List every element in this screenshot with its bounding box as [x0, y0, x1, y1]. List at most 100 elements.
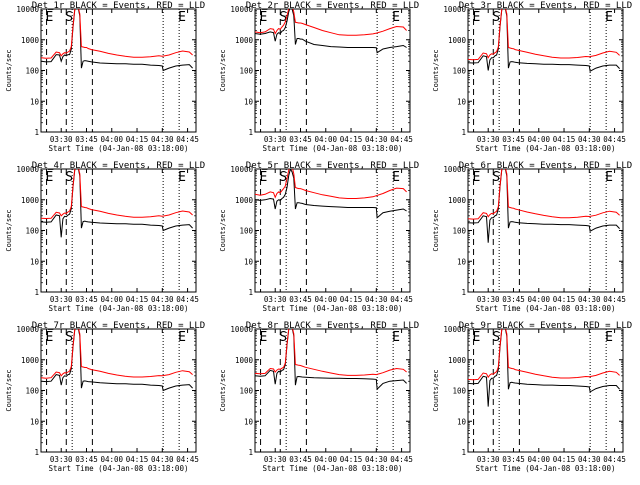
- x-tick-label: 03:45: [75, 295, 98, 304]
- y-tick-label: 10: [457, 257, 467, 266]
- y-tick-label: 10000: [16, 5, 39, 14]
- x-tick-label: 03:45: [289, 135, 312, 144]
- plot-frame: [40, 328, 197, 453]
- plot-frame: [40, 168, 197, 293]
- y-tick-label: 1000: [235, 196, 254, 205]
- plot-frame: [254, 168, 411, 293]
- attenuator-marker-label: E: [260, 170, 268, 185]
- lld-series-line: [468, 9, 620, 61]
- detector-panel-6: Det_6r BLACK = Events, RED = LLD 1 10 100 10…: [432, 161, 632, 313]
- attenuator-marker-label: E: [605, 330, 613, 345]
- plot-title: Det_6r BLACK = Events, RED = LLD: [459, 161, 632, 171]
- x-axis-label: Start Time (04-Jan-08 03:18:00): [476, 304, 616, 313]
- lld-series-line: [255, 9, 407, 36]
- x-tick-label: 04:30: [578, 455, 601, 464]
- detector-panel-1: Det_1r BLACK = Events, RED = LLD 1 10 100 10…: [5, 1, 205, 153]
- x-axis-label: Start Time (04-Jan-08 03:18:00): [476, 144, 616, 153]
- y-axis-label: Counts/sec: [432, 209, 440, 251]
- attenuator-marker-label: S: [279, 170, 287, 185]
- x-tick-label: 04:00: [100, 295, 123, 304]
- attenuator-marker-label: S: [492, 330, 500, 345]
- x-tick-label: 04:30: [151, 295, 174, 304]
- x-tick-label: 04:15: [340, 295, 363, 304]
- x-tick-label: 04:00: [100, 455, 123, 464]
- y-tick-label: 10: [457, 417, 467, 426]
- attenuator-marker-label: S: [65, 170, 73, 185]
- lld-series-line: [468, 169, 620, 220]
- plot-frame: [254, 8, 411, 133]
- x-tick-label: 04:30: [365, 295, 388, 304]
- y-tick-label: 10000: [16, 165, 39, 174]
- attenuator-marker-label: S: [492, 170, 500, 185]
- y-axis-label: Counts/sec: [432, 369, 440, 411]
- x-axis-label: Start Time (04-Jan-08 03:18:00): [49, 464, 189, 473]
- x-tick-label: 03:30: [264, 455, 287, 464]
- x-axis-label: Start Time (04-Jan-08 03:18:00): [263, 304, 403, 313]
- x-tick-label: 04:15: [126, 135, 149, 144]
- detector-panel-3: Det_3r BLACK = Events, RED = LLD 1 10 100 10…: [432, 1, 632, 153]
- x-tick-label: 04:00: [100, 135, 123, 144]
- events-series-line: [255, 329, 407, 391]
- y-tick-label: 10000: [16, 325, 39, 334]
- lld-series-line: [468, 329, 620, 381]
- attenuator-marker-label: E: [46, 330, 54, 345]
- y-tick-label: 100: [452, 67, 466, 76]
- y-tick-label: 1000: [235, 36, 254, 45]
- x-tick-label: 04:00: [527, 455, 550, 464]
- y-tick-label: 1: [461, 128, 466, 137]
- y-tick-label: 10: [244, 257, 254, 266]
- plot-title: Det_7r BLACK = Events, RED = LLD: [32, 321, 205, 331]
- x-axis-label: Start Time (04-Jan-08 03:18:00): [49, 304, 189, 313]
- x-tick-label: 04:30: [578, 295, 601, 304]
- x-tick-label: 04:30: [365, 455, 388, 464]
- y-axis-label: Counts/sec: [5, 49, 13, 91]
- attenuator-marker-label: S: [279, 10, 287, 25]
- x-tick-label: 03:30: [264, 295, 287, 304]
- x-tick-label: 03:30: [477, 455, 500, 464]
- events-series-line: [41, 169, 193, 238]
- y-tick-label: 10000: [230, 165, 253, 174]
- y-axis-label: Counts/sec: [5, 209, 13, 251]
- x-tick-label: 04:00: [314, 295, 337, 304]
- y-tick-label: 1: [461, 448, 466, 457]
- attenuator-marker-label: E: [178, 10, 186, 25]
- y-tick-label: 100: [239, 227, 253, 236]
- attenuator-marker-label: S: [65, 10, 73, 25]
- attenuator-marker-label: S: [65, 330, 73, 345]
- x-tick-label: 04:00: [527, 295, 550, 304]
- detector-panel-8: Det_8r BLACK = Events, RED = LLD 1 10 100 10…: [219, 321, 419, 473]
- y-tick-label: 10000: [443, 5, 466, 14]
- y-tick-label: 10: [30, 97, 40, 106]
- plot-frame: [467, 8, 624, 133]
- x-tick-label: 04:45: [603, 135, 626, 144]
- y-tick-label: 100: [452, 227, 466, 236]
- x-tick-label: 04:45: [390, 135, 413, 144]
- x-tick-label: 03:45: [289, 295, 312, 304]
- detector-panel-9: Det_9r BLACK = Events, RED = LLD 1 10 100 10…: [432, 321, 632, 473]
- events-series-line: [468, 169, 620, 243]
- plot-frame: [467, 328, 624, 453]
- y-tick-label: 1000: [235, 356, 254, 365]
- y-axis-label: Counts/sec: [219, 209, 227, 251]
- y-tick-label: 100: [25, 227, 39, 236]
- x-axis-label: Start Time (04-Jan-08 03:18:00): [263, 464, 403, 473]
- y-tick-label: 10: [30, 257, 40, 266]
- x-tick-label: 03:30: [477, 135, 500, 144]
- plot-frame: [467, 168, 624, 293]
- detector-panel-4: Det_4r BLACK = Events, RED = LLD 1 10 100 10…: [5, 161, 205, 313]
- x-tick-label: 03:30: [50, 295, 73, 304]
- x-tick-label: 04:15: [126, 455, 149, 464]
- events-series-line: [468, 329, 620, 407]
- x-tick-label: 03:30: [50, 455, 73, 464]
- x-tick-label: 04:30: [578, 135, 601, 144]
- x-tick-label: 04:00: [314, 135, 337, 144]
- y-tick-label: 1: [248, 288, 253, 297]
- y-tick-label: 1: [461, 288, 466, 297]
- x-tick-label: 03:45: [289, 455, 312, 464]
- y-tick-label: 100: [239, 67, 253, 76]
- attenuator-marker-label: E: [178, 330, 186, 345]
- x-axis-label: Start Time (04-Jan-08 03:18:00): [263, 144, 403, 153]
- y-tick-label: 1: [34, 128, 39, 137]
